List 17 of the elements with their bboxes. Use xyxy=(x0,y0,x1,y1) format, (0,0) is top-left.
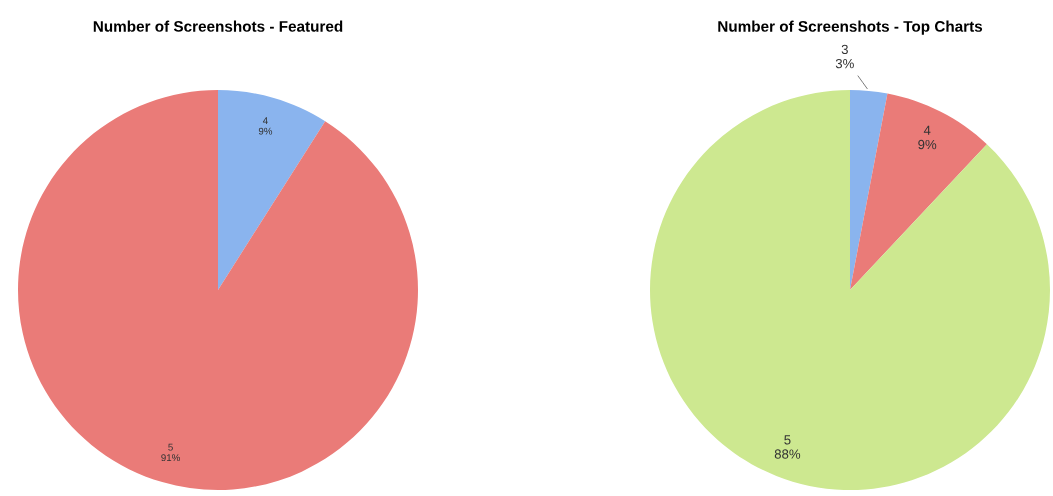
pie-slice xyxy=(18,90,418,490)
pie-slice xyxy=(850,90,888,290)
data-label: 91% xyxy=(161,454,180,462)
data-label: 9% xyxy=(258,127,273,135)
data-label: 3% xyxy=(835,58,854,69)
slice-label: 5 xyxy=(168,443,173,451)
slice-label: 4 xyxy=(923,125,931,135)
pie-slice xyxy=(650,90,1050,490)
chart-title: Number of Screenshots - Top Charts xyxy=(718,20,983,35)
slice-label: 5 xyxy=(784,435,791,445)
chart-title: Number of Screenshots - Featured xyxy=(93,20,343,32)
slice-label: 3 xyxy=(841,44,848,55)
slice-label: 4 xyxy=(262,117,268,125)
pie-slice xyxy=(850,93,987,290)
pie-slice xyxy=(218,90,326,290)
data-label: 88% xyxy=(774,449,801,459)
data-label: 9% xyxy=(918,139,937,150)
